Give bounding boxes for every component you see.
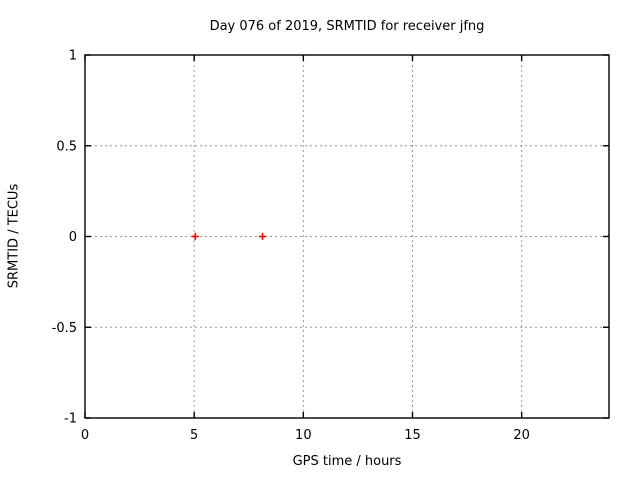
x-tick-label: 10	[295, 428, 312, 443]
x-tick-label: 15	[404, 428, 421, 443]
x-axis-label: GPS time / hours	[292, 454, 402, 469]
x-tick-label: 5	[190, 428, 198, 443]
y-tick-label: -0.5	[52, 321, 77, 336]
y-tick-label: 0.5	[56, 139, 77, 154]
y-axis-label: SRMTID / TECUs	[6, 183, 22, 289]
x-tick-label: 0	[81, 428, 89, 443]
y-tick-label: 1	[69, 49, 77, 64]
y-tick-label: 0	[69, 230, 77, 245]
x-tick-label: 20	[513, 428, 530, 443]
y-tick-label: -1	[64, 412, 77, 427]
chart-title: Day 076 of 2019, SRMTID for receiver jfn…	[209, 19, 485, 34]
